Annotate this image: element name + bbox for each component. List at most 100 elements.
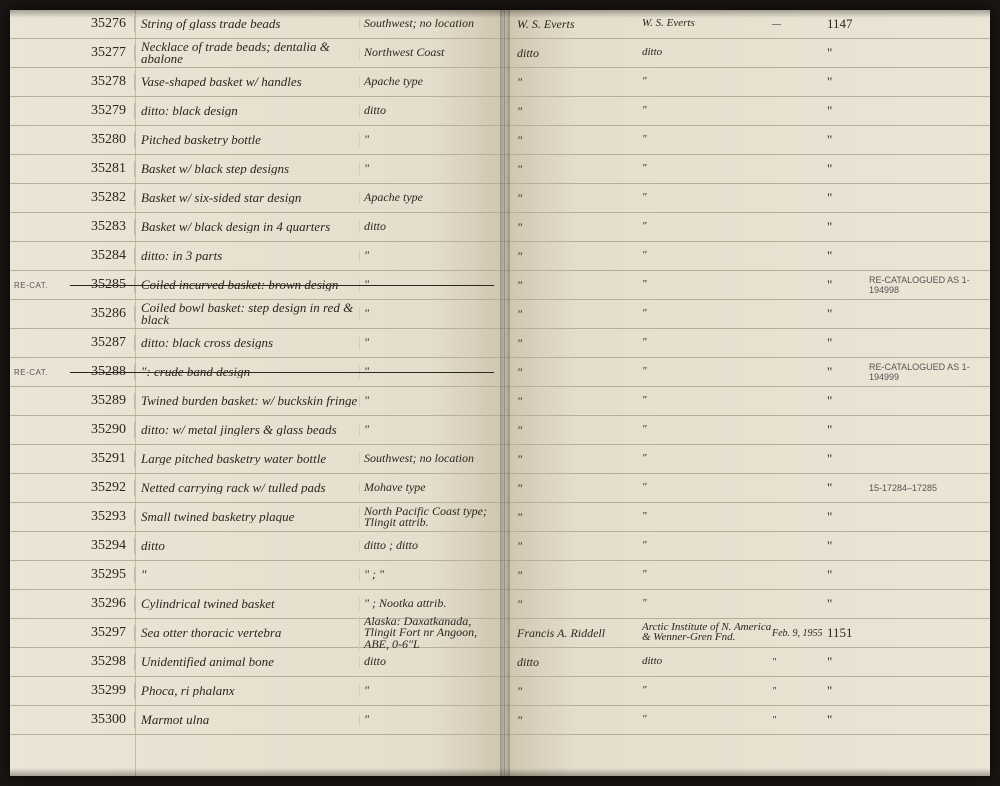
collector-name: " [517,162,642,177]
ledger-row-right: """ [505,300,990,329]
item-location: North Pacific Coast type; Tlingit attrib… [359,506,504,529]
ledger-row-right: """ [505,155,990,184]
book-spine [500,10,510,776]
ledger-row-right: """ [505,68,990,97]
collector-name: ditto [517,655,642,670]
accession-number: 1147 [827,16,867,32]
ledger-row-left: 35283Basket w/ black design in 4 quarter… [10,213,504,242]
catalog-id: 35288 [65,364,135,380]
source-name: " [642,715,772,725]
accession-number: " [827,74,867,90]
ledger-row-right: """" [505,677,990,706]
ledger-row-left: 35293Small twined basketry plaqueNorth P… [10,503,504,532]
accession-number: " [827,451,867,467]
collector-name: " [517,481,642,496]
accession-number: " [827,596,867,612]
accession-number: " [827,335,867,351]
catalog-id: 35295 [65,567,135,583]
item-description: ditto: in 3 parts [135,250,359,262]
collector-name: ditto [517,46,642,61]
item-location: Apache type [359,192,504,203]
item-description: Basket w/ black design in 4 quarters [135,221,359,233]
item-location: ditto ; ditto [359,540,504,551]
catalog-id: 35284 [65,248,135,264]
ledger-row-left: 35294dittoditto ; ditto [10,532,504,561]
ledger-row-right: """ [505,97,990,126]
item-description: ditto: black cross designs [135,337,359,349]
catalog-id: 35287 [65,335,135,351]
catalog-id: 35283 [65,219,135,235]
item-description: Sea otter thoracic vertebra [135,627,359,639]
source-name: " [642,280,772,290]
item-description: Unidentified animal bone [135,656,359,668]
item-description: " [135,569,359,581]
source-name: " [642,309,772,319]
ledger-row-right: """RE-CATALOGUED AS 1-194999 [505,358,990,387]
collector-name: Francis A. Riddell [517,626,642,641]
ledger-row-left: 35284ditto: in 3 parts" [10,242,504,271]
catalog-id: 35297 [65,625,135,641]
catalog-id: 35294 [65,538,135,554]
item-location: " [359,337,504,348]
ledger-row-left: 35281Basket w/ black step designs" [10,155,504,184]
ledger-row-right: """ [505,213,990,242]
accession-number: " [827,538,867,554]
item-location: " [359,163,504,174]
ledger-row-left: RE-CAT.35288": crude band design" [10,358,504,387]
collector-name: " [517,713,642,728]
ledger-row-left: 35278Vase-shaped basket w/ handlesApache… [10,68,504,97]
item-description: Vase-shaped basket w/ handles [135,76,359,88]
collector-name: " [517,597,642,612]
margin-note: RE-CATALOGUED AS 1-194998 [867,275,990,295]
item-location: " ; Nootka attrib. [359,598,504,609]
accession-number: " [827,190,867,206]
accession-number: " [827,132,867,148]
accession-number: " [827,219,867,235]
item-location: Southwest; no location [359,18,504,29]
collector-name: " [517,220,642,235]
item-location: Mohave type [359,482,504,493]
ledger-row-left: 35299Phoca, ri phalanx" [10,677,504,706]
ledger-row-right: """ [505,532,990,561]
catalog-id: 35299 [65,683,135,699]
item-description: Phoca, ri phalanx [135,685,359,697]
ledger-row-right: """ [505,416,990,445]
ledger-row-right: """ [505,445,990,474]
item-description: Netted carrying rack w/ tulled pads [135,482,359,494]
ledger-row-left: 35295"" ; " [10,561,504,590]
recat-note: RE-CAT. [10,368,65,377]
ledger-row-left: 35290ditto: w/ metal jinglers & glass be… [10,416,504,445]
ledger-row-left: 35298Unidentified animal boneditto [10,648,504,677]
source-name: ditto [642,657,772,667]
collector-name: " [517,394,642,409]
item-location: " [359,308,504,319]
item-location: " ; " [359,569,504,580]
collector-name: " [517,452,642,467]
source-name: " [642,135,772,145]
source-name: " [642,454,772,464]
item-location: " [359,685,504,696]
source-name: " [642,106,772,116]
ledger-row-right: """RE-CATALOGUED AS 1-194998 [505,271,990,300]
catalog-id: 35298 [65,654,135,670]
ledger-row-left: 35276String of glass trade beadsSouthwes… [10,10,504,39]
item-location: Southwest; no location [359,453,504,464]
source-name: " [642,425,772,435]
collector-name: W. S. Everts [517,17,642,32]
collector-name: " [517,75,642,90]
collector-name: " [517,191,642,206]
source-name: ditto [642,48,772,58]
catalog-id: 35276 [65,16,135,32]
item-description: Coiled bowl basket: step design in red &… [135,302,359,327]
date-received: " [772,686,827,697]
ledger-row-right: """ [505,242,990,271]
ledger-row-right: dittoditto"" [505,648,990,677]
source-name: " [642,541,772,551]
item-description: Basket w/ six-sided star design [135,192,359,204]
collector-name: " [517,278,642,293]
collector-name: " [517,133,642,148]
item-location: ditto [359,221,504,232]
ledger-row-left: 35282Basket w/ six-sided star designApac… [10,184,504,213]
ledger-row-left: 35297Sea otter thoracic vertebraAlaska: … [10,619,504,648]
date-received: " [772,715,827,726]
